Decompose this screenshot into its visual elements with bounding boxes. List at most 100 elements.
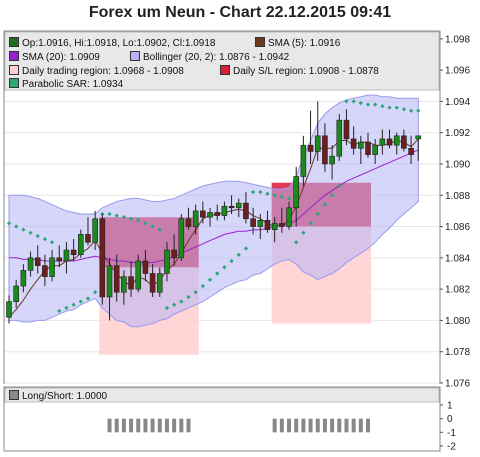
legend-bollinger: Bollinger (20, 2): 1.0876 - 1.0942	[130, 51, 289, 63]
candle-body	[135, 260, 142, 290]
candle-body	[264, 219, 271, 230]
candle-body	[192, 210, 199, 227]
sar-dot	[222, 265, 227, 270]
sub-y-tick-label: -1	[447, 428, 456, 439]
candle-body	[56, 257, 63, 262]
candle-body	[149, 273, 156, 293]
sar-dot	[279, 194, 284, 199]
legend-daily-trading-text: Daily trading region: 1.0968 - 1.0908	[22, 66, 184, 77]
candle-body	[113, 265, 120, 293]
sma20-line	[9, 149, 419, 263]
sar-dot	[243, 246, 249, 251]
legend-sma20: SMA (20): 1.0909	[9, 51, 100, 63]
sar-dot	[35, 233, 40, 239]
y-tick-label: 1.092	[445, 128, 470, 139]
candle-body	[42, 265, 48, 277]
candle-body	[379, 138, 386, 146]
long-short-bar	[287, 418, 292, 433]
sar-dot	[329, 193, 335, 198]
candle-body	[34, 257, 41, 266]
candle-body	[85, 234, 91, 243]
candle-body	[271, 223, 278, 230]
sar-dot	[337, 183, 342, 189]
sar-dot	[121, 215, 127, 220]
candle-body	[200, 210, 206, 218]
candle-body	[322, 135, 328, 165]
candle-body	[99, 218, 106, 298]
long-short-legend-box	[4, 387, 440, 403]
candle-body	[343, 119, 350, 140]
long-short-bar	[272, 418, 277, 433]
candle-body	[286, 207, 292, 227]
long-short-bar	[107, 418, 112, 433]
sar-dot	[107, 211, 112, 217]
legend-daily-sl-text: Daily S/L region: 1.0908 - 1.0878	[233, 66, 379, 77]
long-short-bar	[366, 418, 370, 433]
candle-body	[408, 148, 414, 155]
sar-dot	[215, 271, 220, 276]
candle-body	[329, 155, 335, 165]
sub-y-tick-label: 1	[447, 401, 453, 412]
y-tick-label: 1.076	[445, 379, 470, 390]
sar-dot	[28, 230, 33, 235]
legend-ohlc-text: Op:1.0916, Hi:1.0918, Lo:1.0902, Cl:1.09…	[22, 38, 216, 49]
candle-body	[128, 276, 134, 290]
long-short-bar	[322, 418, 327, 433]
sma20-swatch-icon	[9, 51, 19, 61]
sar-dot	[193, 290, 198, 295]
ohlc-swatch-icon	[9, 37, 19, 47]
candle-body	[121, 276, 127, 293]
candle-body	[307, 144, 314, 152]
legend-daily-sl: Daily S/L region: 1.0908 - 1.0878	[220, 65, 379, 77]
long-short-bar	[143, 418, 148, 433]
legend-long-short-text: Long/Short: 1.0000	[22, 391, 108, 402]
sar-dot	[207, 277, 213, 282]
long-short-bar	[351, 418, 356, 433]
y-tick-label: 1.080	[445, 316, 470, 327]
y-tick-label: 1.098	[445, 34, 470, 45]
long-short-bar	[150, 418, 155, 433]
legend-sma5-text: SMA (5): 1.0916	[268, 38, 341, 49]
sar-dot	[272, 193, 277, 198]
legend-bollinger-text: Bollinger (20, 2): 1.0876 - 1.0942	[143, 52, 290, 63]
candle-body	[49, 257, 55, 277]
legend-sma5: SMA (5): 1.0916	[255, 37, 340, 49]
daily-sl-swatch-icon	[220, 65, 230, 75]
candle-body	[314, 135, 321, 152]
daily-trading-swatch-icon	[9, 65, 19, 75]
candle-body	[243, 202, 249, 220]
sar-dot	[250, 190, 256, 195]
y-tick-label: 1.094	[445, 97, 470, 108]
candle-body	[27, 257, 34, 271]
long-short-bar	[179, 418, 184, 433]
candle-body	[156, 273, 163, 293]
sar-dot	[179, 299, 184, 304]
long-short-bar	[330, 418, 335, 433]
legend-parabolic-sar-text: Parabolic SAR: 1.0934	[22, 79, 124, 90]
sub-y-tick-label: -2	[447, 442, 456, 453]
sar-dot	[157, 227, 162, 232]
long-short-bar	[337, 418, 342, 433]
candle-body	[415, 135, 422, 140]
long-short-bar	[294, 418, 299, 433]
long-short-bar	[344, 418, 349, 433]
candle-body	[221, 205, 228, 216]
long-short-bar	[136, 418, 141, 433]
long-short-bar	[315, 418, 320, 433]
sar-dot	[286, 196, 292, 201]
sar-dot	[21, 227, 26, 232]
candle-body	[228, 205, 235, 209]
long-short-bar	[172, 418, 177, 433]
candle-body	[401, 135, 407, 149]
candle-body	[20, 270, 27, 287]
sar-dot	[186, 294, 191, 300]
candle-body	[142, 260, 149, 274]
long-short-bar	[186, 418, 191, 433]
parabolic-sar-swatch-icon	[9, 78, 19, 88]
y-tick-label: 1.096	[445, 66, 470, 77]
y-tick-label: 1.088	[445, 191, 470, 202]
candle-body	[257, 219, 264, 227]
sar-dot	[114, 213, 119, 218]
legend-long-short: Long/Short: 1.0000	[9, 390, 107, 402]
